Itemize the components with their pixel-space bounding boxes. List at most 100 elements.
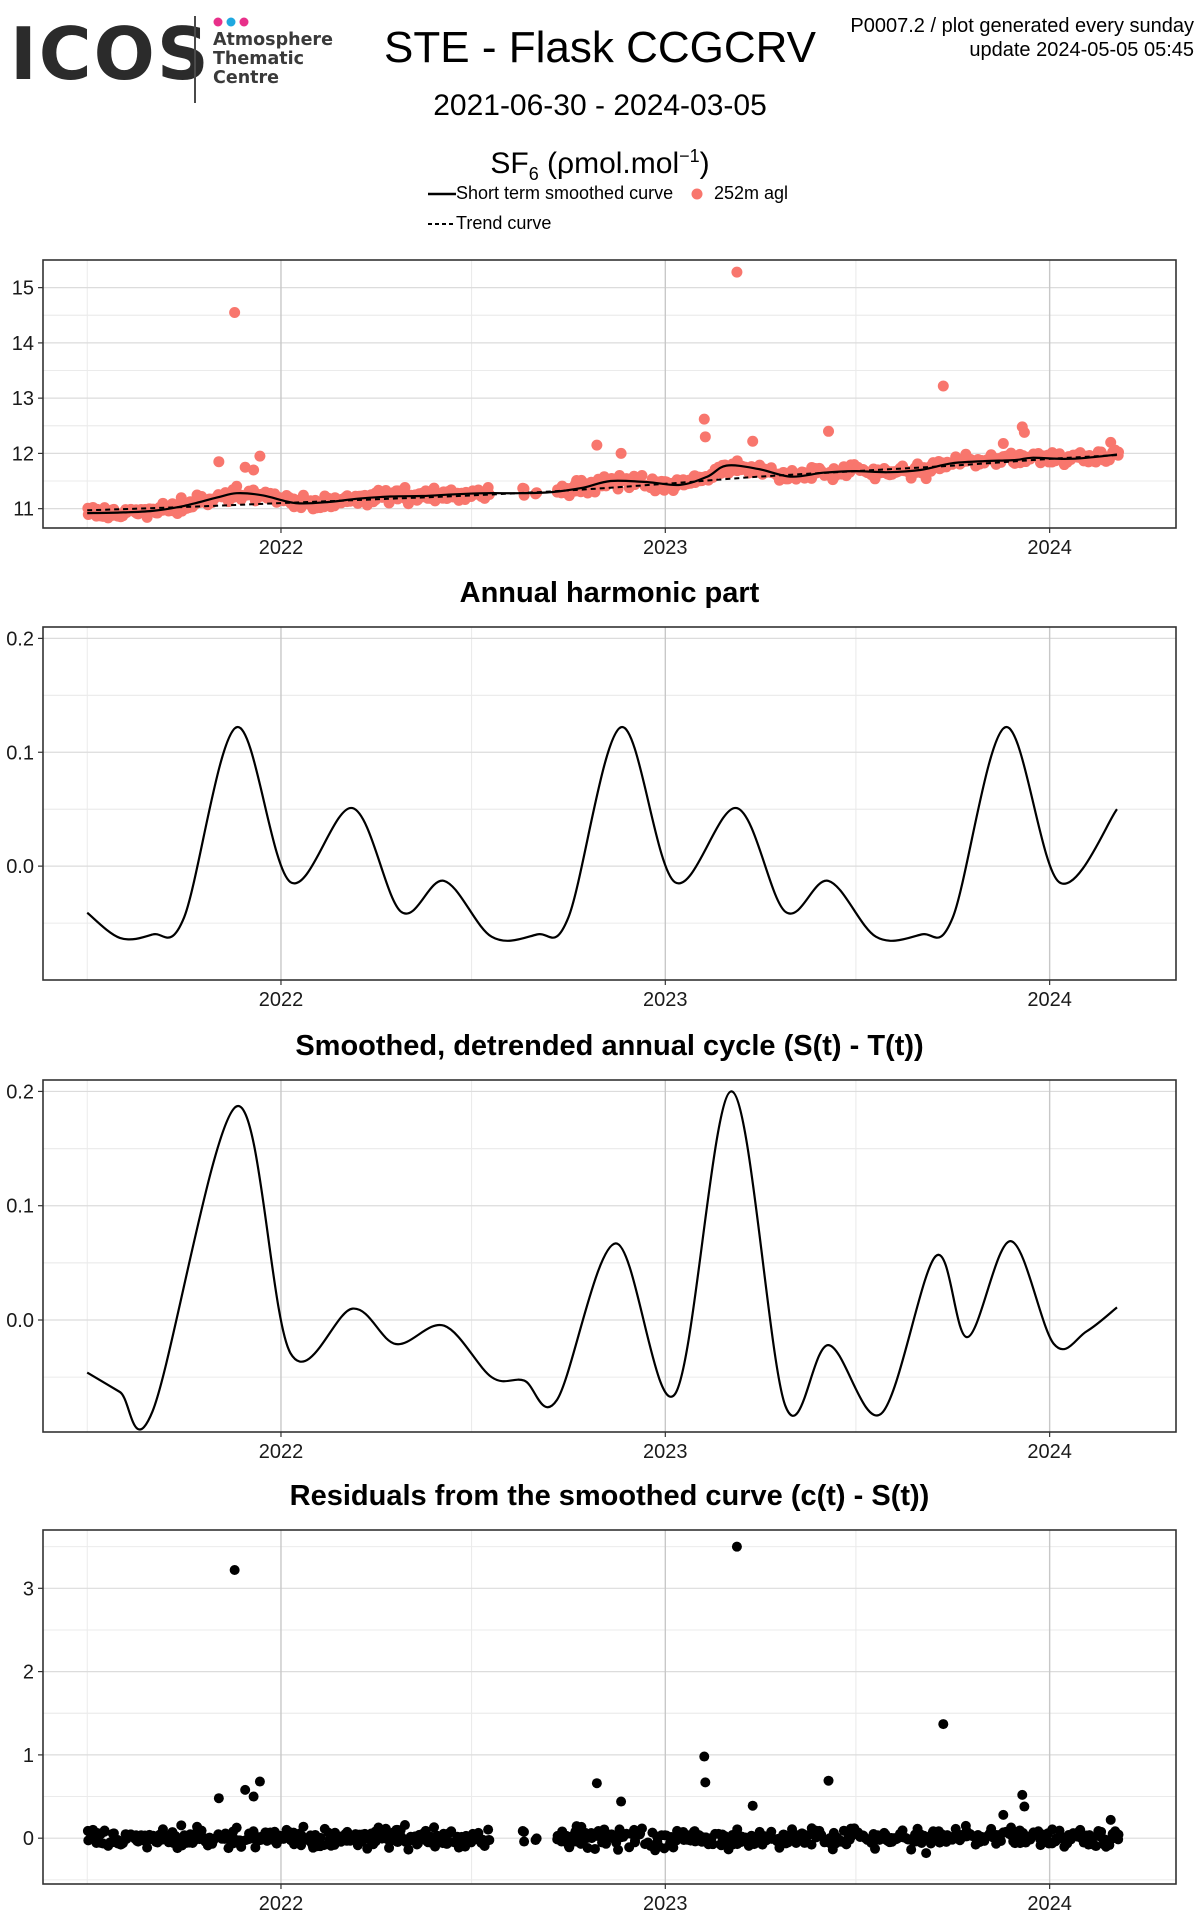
logo-dot-3 bbox=[239, 17, 249, 27]
plot-background bbox=[43, 627, 1176, 980]
unit-superscript: −1 bbox=[679, 146, 700, 166]
residual-point bbox=[1017, 1789, 1028, 1800]
logo-subtitle-line-3: Centre bbox=[213, 68, 280, 88]
x-tick-label: 2024 bbox=[1027, 989, 1072, 1011]
residual-point bbox=[601, 1838, 612, 1849]
y-tick-label: 0.2 bbox=[6, 628, 34, 650]
icos-logo: ICOS bbox=[10, 12, 211, 96]
residual-point bbox=[229, 1564, 240, 1575]
plot-marks bbox=[82, 266, 1125, 524]
residual-point bbox=[142, 1842, 153, 1853]
residual-point bbox=[483, 1824, 494, 1835]
residual-point bbox=[240, 1784, 251, 1795]
residual-point bbox=[1105, 1814, 1116, 1825]
trend-curve-line bbox=[87, 454, 1118, 512]
unit-rest: (ρmol.mol bbox=[538, 147, 680, 180]
page-title: STE - Flask CCGCRV bbox=[384, 23, 816, 72]
logo-subtitle-line-1: Atmosphere bbox=[213, 30, 333, 50]
residual-point bbox=[298, 1821, 309, 1832]
residual-point bbox=[870, 1843, 881, 1854]
y-tick-label: 0 bbox=[23, 1828, 34, 1850]
plot-marks bbox=[86, 1090, 1118, 1431]
x-tick-label: 2024 bbox=[1027, 1441, 1072, 1463]
residual-point bbox=[921, 1848, 932, 1859]
residual-point bbox=[613, 1844, 624, 1855]
chart-title: Annual harmonic part bbox=[460, 577, 760, 609]
logo-divider bbox=[194, 16, 196, 103]
y-tick-label: 12 bbox=[12, 443, 34, 465]
plot-background bbox=[43, 1080, 1176, 1432]
residual-point bbox=[231, 1822, 242, 1833]
legend-smooth-label: Short term smoothed curve bbox=[456, 183, 674, 203]
residual-point bbox=[99, 1826, 110, 1837]
observation-point bbox=[239, 461, 251, 473]
legend: Short term smoothed curve 252m agl Trend… bbox=[428, 182, 808, 238]
observation-point bbox=[1018, 426, 1030, 438]
x-tick-label: 2024 bbox=[1027, 537, 1072, 559]
x-tick-label: 2022 bbox=[259, 537, 304, 559]
residual-point bbox=[700, 1777, 711, 1788]
x-tick-label: 2022 bbox=[259, 1893, 304, 1915]
plot-background bbox=[43, 1530, 1176, 1884]
date-range: 2021-06-30 - 2024-03-05 bbox=[433, 89, 767, 122]
chart-panel-4: 0 1 2 3 2022 2023 2024 Residuals from the smoot… bbox=[23, 1480, 1177, 1915]
residual-point bbox=[429, 1822, 440, 1833]
y-tick-label: 0.0 bbox=[6, 856, 34, 878]
x-tick-label: 2022 bbox=[259, 989, 304, 1011]
residual-point bbox=[747, 1800, 758, 1811]
observation-point bbox=[997, 437, 1009, 449]
observation-point bbox=[698, 413, 710, 425]
residual-point bbox=[1113, 1834, 1124, 1845]
y-tick-label: 0.1 bbox=[6, 1196, 34, 1218]
residual-point bbox=[636, 1823, 647, 1834]
residual-point bbox=[254, 1776, 265, 1787]
residual-point bbox=[998, 1809, 1009, 1820]
observation-point bbox=[483, 488, 495, 500]
observation-point bbox=[937, 380, 949, 392]
observation-point bbox=[699, 431, 711, 443]
plot-marks bbox=[82, 1541, 1124, 1859]
observation-point bbox=[231, 480, 243, 492]
residual-point bbox=[1090, 1841, 1101, 1852]
residual-point bbox=[518, 1826, 529, 1837]
chart-panel-1: 11 12 13 14 15 2022 2023 2024 bbox=[12, 259, 1177, 559]
unit-species: SF bbox=[490, 147, 529, 180]
observation-point bbox=[747, 435, 759, 447]
chart-panel-2: 0.0 0.1 0.2 2022 2023 2024 Annual harmonic par… bbox=[6, 577, 1177, 1011]
y-tick-label: 1 bbox=[23, 1745, 34, 1767]
residual-point bbox=[1006, 1822, 1017, 1833]
residual-point bbox=[531, 1833, 542, 1844]
residual-point bbox=[1019, 1801, 1030, 1812]
logo-dot-1 bbox=[213, 17, 223, 27]
x-tick-label: 2023 bbox=[643, 989, 688, 1011]
unit-subscript: 6 bbox=[528, 164, 539, 184]
observation-point bbox=[636, 470, 648, 482]
residual-point bbox=[616, 1796, 627, 1807]
x-tick-label: 2023 bbox=[643, 537, 688, 559]
residual-point bbox=[589, 1843, 600, 1854]
residual-point bbox=[296, 1840, 307, 1851]
info-generated: P0007.2 / plot generated every sunday bbox=[850, 15, 1194, 37]
observation-point bbox=[615, 447, 627, 459]
residual-point bbox=[879, 1827, 890, 1838]
observation-point bbox=[254, 450, 266, 462]
chart-title: Smoothed, detrended annual cycle (S(t) -… bbox=[295, 1030, 923, 1062]
plot-border bbox=[42, 1079, 1177, 1433]
residual-point bbox=[823, 1775, 834, 1786]
residual-point bbox=[176, 1820, 187, 1831]
residual-point bbox=[732, 1824, 743, 1835]
y-tick-label: 2 bbox=[23, 1662, 34, 1684]
residual-point bbox=[707, 1839, 718, 1850]
x-tick-label: 2024 bbox=[1027, 1893, 1072, 1915]
observation-point bbox=[518, 489, 530, 501]
residual-point bbox=[806, 1839, 817, 1850]
observation-point bbox=[1112, 449, 1124, 461]
y-tick-label: 0.1 bbox=[6, 742, 34, 764]
y-tick-label: 0.0 bbox=[6, 1310, 34, 1332]
x-tick-label: 2023 bbox=[643, 1441, 688, 1463]
residual-point bbox=[591, 1778, 602, 1789]
plot-border bbox=[42, 1529, 1177, 1885]
residual-point bbox=[399, 1820, 410, 1831]
residual-point bbox=[519, 1836, 530, 1847]
